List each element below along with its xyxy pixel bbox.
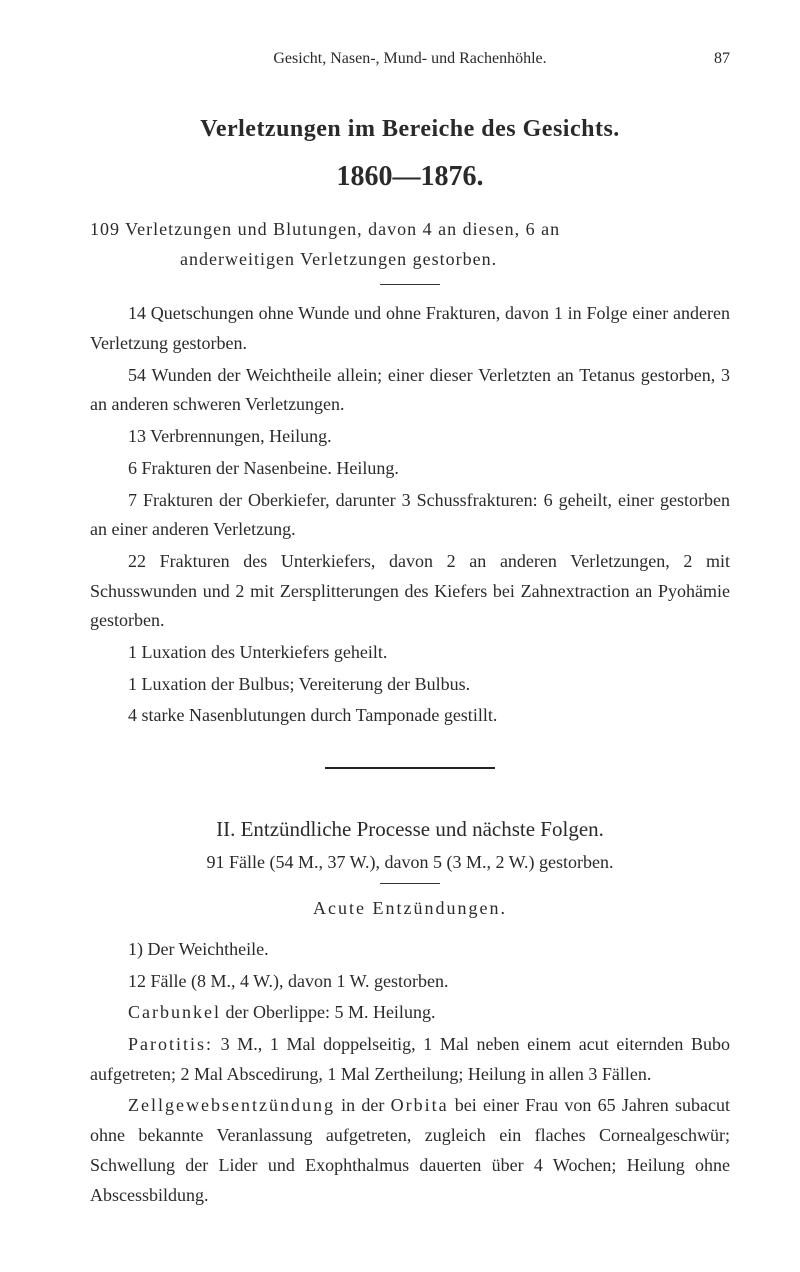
- section-2-subhead: Acute Entzündungen.: [90, 898, 730, 919]
- text-span: der Oberlippe: 5 M. Heilung.: [221, 1002, 435, 1022]
- paragraph: 1 Luxation des Unterkiefers geheilt.: [90, 638, 730, 668]
- term-zellgewebsentzuendung: Zellgewebsentzündung: [128, 1095, 335, 1115]
- paragraph: 12 Fälle (8 M., 4 W.), davon 1 W. gestor…: [90, 967, 730, 997]
- main-title: Verletzungen im Bereiche des Gesichts.: [90, 116, 730, 143]
- page-container: Gesicht, Nasen-, Mund- und Rachenhöhle. …: [0, 0, 800, 1272]
- running-title: Gesicht, Nasen-, Mund- und Rachenhöhle.: [130, 50, 690, 68]
- term-orbita: Orbita: [391, 1095, 449, 1115]
- paragraph: 6 Frakturen der Nasenbeine. Heilung.: [90, 454, 730, 484]
- intro-rule: [380, 284, 440, 285]
- year-range: 1860—1876.: [90, 161, 730, 193]
- term-carbunkel: Carbunkel: [128, 1002, 221, 1022]
- body-block-2: 1) Der Weichtheile. 12 Fälle (8 M., 4 W.…: [90, 935, 730, 1210]
- paragraph: 22 Frakturen des Unterkiefers, davon 2 a…: [90, 547, 730, 636]
- page-number: 87: [690, 50, 730, 68]
- paragraph: 14 Quetschungen ohne Wunde und ohne Frak…: [90, 299, 730, 358]
- section-2-subtitle: 91 Fälle (54 M., 37 W.), davon 5 (3 M., …: [90, 852, 730, 873]
- paragraph: Parotitis: 3 M., 1 Mal doppelseitig, 1 M…: [90, 1030, 730, 1089]
- body-block-1: 14 Quetschungen ohne Wunde und ohne Frak…: [90, 299, 730, 731]
- paragraph: Carbunkel der Oberlippe: 5 M. Heilung.: [90, 998, 730, 1028]
- term-parotitis: Parotitis:: [128, 1034, 213, 1054]
- paragraph: 7 Frakturen der Oberkiefer, darunter 3 S…: [90, 486, 730, 545]
- text-span: in der: [335, 1095, 391, 1115]
- section-2-title: II. Entzündliche Processe und nächste Fo…: [90, 817, 730, 842]
- header-spacer: [90, 50, 130, 68]
- section-2-rule: [380, 883, 440, 884]
- paragraph: 54 Wunden der Weichtheile allein; einer …: [90, 361, 730, 420]
- paragraph: 1 Luxation der Bulbus; Vereiterung der B…: [90, 670, 730, 700]
- paragraph: 13 Verbrennungen, Heilung.: [90, 422, 730, 452]
- list-item-1: 1) Der Weichtheile.: [90, 935, 730, 965]
- paragraph: 4 starke Nasenblutungen durch Tamponade …: [90, 701, 730, 731]
- running-head: Gesicht, Nasen-, Mund- und Rachenhöhle. …: [90, 50, 730, 68]
- intro-line-2: anderweitigen Verletzungen gestorben.: [90, 245, 730, 275]
- paragraph: Zellgewebsentzündung in der Orbita bei e…: [90, 1091, 730, 1210]
- intro-block: 109 Verletzungen und Blutungen, davon 4 …: [90, 215, 730, 274]
- intro-line-1: 109 Verletzungen und Blutungen, davon 4 …: [90, 219, 560, 239]
- section-divider: [325, 767, 495, 769]
